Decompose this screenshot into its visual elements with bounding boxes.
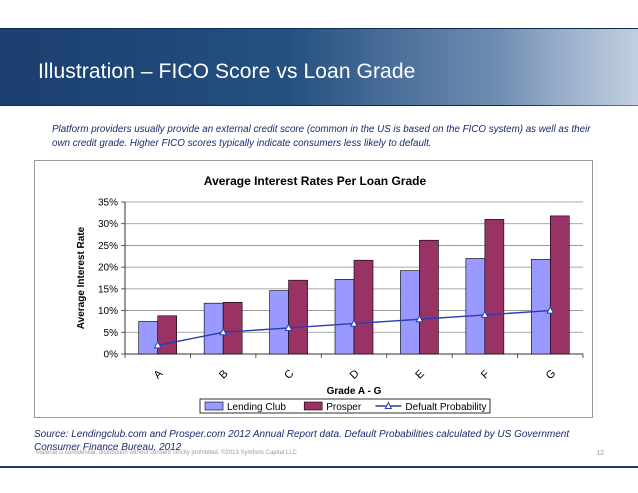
bar-prosper bbox=[549, 215, 570, 355]
legend-label: Prosper bbox=[326, 402, 362, 413]
header-band bbox=[0, 28, 638, 107]
y-tick-label: 0% bbox=[104, 350, 119, 361]
bar-lending-club bbox=[334, 279, 355, 355]
default-probability-marker bbox=[546, 306, 555, 314]
bar-lending-club bbox=[138, 321, 159, 355]
bar-lending-club bbox=[269, 290, 289, 355]
legend-swatch-marker bbox=[384, 401, 393, 409]
default-probability-marker bbox=[415, 314, 424, 323]
default-probability-marker bbox=[480, 310, 489, 318]
default-probability-marker bbox=[219, 327, 228, 336]
y-tick-label: 15% bbox=[98, 284, 118, 295]
chart-title: Average Interest Rates Per Loan Grade bbox=[204, 174, 427, 188]
bottom-divider bbox=[0, 466, 638, 468]
default-probability-marker bbox=[349, 319, 359, 327]
page-number: 12 bbox=[596, 450, 604, 457]
legend-swatch bbox=[303, 401, 323, 411]
y-tick-label: 30% bbox=[98, 219, 118, 230]
bar-prosper bbox=[353, 259, 374, 355]
legend-label: Defualt Probability bbox=[405, 402, 486, 413]
slide-title: Illustration – FICO Score vs Loan Grade bbox=[38, 60, 416, 83]
x-tick-label: B bbox=[217, 368, 231, 382]
bar-lending-club bbox=[530, 259, 551, 355]
footer-text: Material is confidential; distribution w… bbox=[36, 450, 297, 456]
y-tick-label: 5% bbox=[104, 328, 119, 339]
chart: Average Interest Rates Per Loan Grade 0% 5… bbox=[76, 174, 584, 414]
chart-frame: Average Interest Rates Per Loan Grade 0% 5… bbox=[34, 160, 593, 418]
legend-swatch bbox=[204, 401, 224, 411]
y-tick-label: 35% bbox=[98, 198, 118, 209]
y-axis-label: Average Interest Rate bbox=[76, 226, 87, 329]
legend-box bbox=[199, 398, 491, 414]
y-tick-label: 10% bbox=[98, 306, 118, 317]
bar-prosper bbox=[222, 302, 243, 355]
bar-lending-club bbox=[400, 270, 420, 355]
header-shine bbox=[498, 29, 638, 107]
x-tick-label: C bbox=[282, 368, 296, 382]
bar-prosper bbox=[484, 219, 505, 355]
intro-text: Platform providers usually provide an ex… bbox=[52, 124, 591, 149]
bar-lending-club bbox=[465, 258, 486, 355]
x-tick-label: G bbox=[544, 367, 559, 382]
y-tick-label: 25% bbox=[98, 241, 118, 252]
x-tick-label: A bbox=[152, 367, 166, 381]
x-tick-label: E bbox=[413, 368, 427, 382]
default-probability-marker bbox=[153, 340, 162, 349]
x-tick-label: F bbox=[479, 368, 492, 381]
bar-prosper bbox=[288, 279, 308, 355]
x-axis-label: Grade A - G bbox=[327, 386, 382, 397]
legend-label: Lending Club bbox=[227, 402, 286, 413]
x-tick-label: D bbox=[348, 368, 362, 382]
bar-lending-club bbox=[203, 302, 224, 355]
bar-prosper bbox=[419, 239, 439, 355]
default-probability-marker bbox=[284, 323, 293, 331]
y-tick-label: 20% bbox=[98, 263, 118, 274]
source-text: Source: Lendingclub.com and Prosper.com … bbox=[34, 429, 570, 453]
